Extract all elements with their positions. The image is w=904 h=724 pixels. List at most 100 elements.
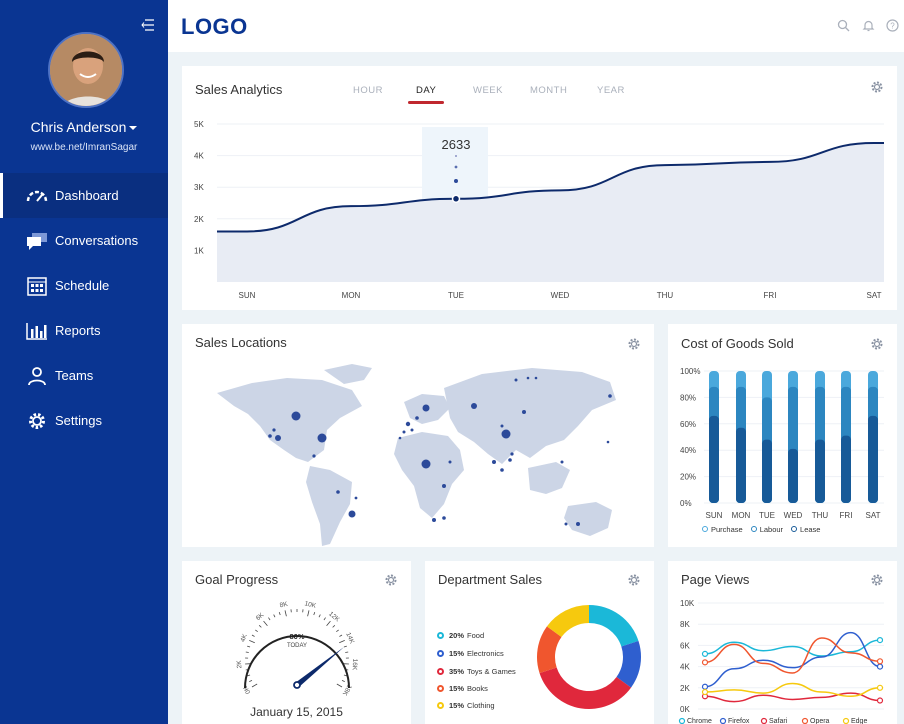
gauge-arc <box>244 635 350 689</box>
chart-legend: Purchase Labour Lease <box>702 525 820 534</box>
gauge-scale-label: 6K <box>255 611 266 622</box>
line-endpoint <box>876 684 884 691</box>
donut-slice-clothing[interactable] <box>546 605 589 638</box>
legend-item-lease: Lease <box>791 525 820 534</box>
legend-label: Edge <box>851 718 867 724</box>
bar-lease[interactable] <box>815 439 825 503</box>
bar-lease[interactable] <box>762 439 772 503</box>
gauge-tick <box>268 617 271 621</box>
collapse-menu-icon[interactable] <box>141 18 155 32</box>
tab-month[interactable]: MONTH <box>530 85 568 96</box>
bar-lease[interactable] <box>868 415 878 503</box>
gear-icon[interactable] <box>870 337 884 351</box>
gauge-sub-label: TODAY <box>287 643 307 649</box>
gauge-tick <box>336 683 343 688</box>
sidebar-item-teams[interactable]: Teams <box>0 353 168 398</box>
bar-lease[interactable] <box>709 415 719 503</box>
sidebar-item-reports[interactable]: Reports <box>0 308 168 353</box>
gauge-tick <box>307 610 310 617</box>
legend-pct: 15% <box>449 701 465 710</box>
gauge-tick <box>341 680 345 682</box>
gear-icon[interactable] <box>627 337 641 351</box>
legend-label: Toys & Games <box>467 667 516 676</box>
speedometer-icon <box>26 185 48 207</box>
gauge-tick <box>345 651 349 653</box>
bar-lease[interactable] <box>788 448 798 503</box>
sidebar-item-label: Settings <box>55 413 102 428</box>
sidebar-item-dashboard[interactable]: Dashboard <box>0 173 168 218</box>
gauge-tick <box>245 651 249 653</box>
gauge-tick <box>284 610 287 617</box>
donut-slice-books[interactable] <box>537 626 562 674</box>
bar-chart-icon <box>26 320 48 342</box>
tooltip-value: 2633 <box>442 137 471 152</box>
x-tick-label: MON <box>342 291 361 300</box>
y-tick-label: 1K <box>194 246 204 255</box>
sidebar-item-label: Reports <box>55 323 101 338</box>
sidebar-item-conversations[interactable]: Conversations <box>0 218 168 263</box>
line-chrome[interactable] <box>704 639 881 657</box>
legend-pct: 15% <box>449 684 465 693</box>
y-tick-label: 20% <box>680 473 696 482</box>
y-tick-label: 10K <box>680 599 695 608</box>
tab-week[interactable]: WEEK <box>473 85 503 96</box>
legend-label: Purchase <box>711 525 743 534</box>
legend-item-labour: Labour <box>750 525 783 534</box>
line-endpoint <box>876 636 884 644</box>
line-opera[interactable] <box>704 637 881 674</box>
gear-icon[interactable] <box>870 80 884 94</box>
bell-icon[interactable] <box>862 19 875 32</box>
gauge-pivot <box>293 681 301 689</box>
sidebar-item-settings[interactable]: Settings <box>0 398 168 443</box>
legend-swatch <box>760 717 768 724</box>
department-donut-chart <box>537 605 641 709</box>
bar-lease[interactable] <box>841 435 851 503</box>
x-tick-label: TUE <box>448 291 464 300</box>
tab-year[interactable]: YEAR <box>597 85 625 96</box>
tooltip-dot <box>454 165 458 169</box>
gauge-tick <box>339 634 343 637</box>
y-tick-label: 2K <box>680 684 690 693</box>
world-map[interactable] <box>212 358 632 548</box>
gear-icon[interactable] <box>384 573 398 587</box>
gauge-tick <box>343 645 347 648</box>
legend-swatch <box>842 717 850 724</box>
legend-item-electronics: 15% Electronics <box>437 649 504 658</box>
user-name: Chris Anderson <box>30 119 127 135</box>
gauge-tick <box>249 640 255 644</box>
gear-icon[interactable] <box>627 573 641 587</box>
gear-icon[interactable] <box>870 573 884 587</box>
donut-slice-electronics[interactable] <box>616 640 641 688</box>
gauge-tick <box>255 629 258 633</box>
y-tick-label: 8K <box>680 620 690 629</box>
legend-swatch <box>801 717 809 724</box>
user-url[interactable]: www.be.net/ImranSagar <box>30 142 138 153</box>
tooltip-dot <box>455 155 457 157</box>
sidebar-item-schedule[interactable]: Schedule <box>0 263 168 308</box>
legend-label: Electronics <box>467 649 504 658</box>
gauge-needle <box>295 647 344 687</box>
search-icon[interactable] <box>837 19 850 32</box>
y-tick-label: 100% <box>680 367 700 376</box>
legend-item-food: 20% Food <box>437 631 484 640</box>
logo[interactable]: LOGO <box>181 14 248 39</box>
highlighted-data-point[interactable] <box>451 194 461 204</box>
tab-hour[interactable]: HOUR <box>353 85 383 96</box>
avatar[interactable] <box>48 32 124 108</box>
line-endpoint <box>701 659 709 666</box>
tab-day[interactable]: DAY <box>416 85 437 96</box>
line-endpoint <box>876 658 884 665</box>
line-edge[interactable] <box>704 682 881 698</box>
cost-of-goods-card: Cost of Goods Sold 100% 80% 60% 40% 20% 0% SUN… <box>668 324 897 547</box>
donut-slice-food[interactable] <box>589 605 639 647</box>
help-icon[interactable]: ? <box>886 19 899 32</box>
donut-slice-toys-games[interactable] <box>539 667 632 709</box>
gauge-tick <box>247 674 251 677</box>
bar-lease[interactable] <box>736 427 746 503</box>
line-safari[interactable] <box>704 692 881 703</box>
user-name-dropdown[interactable]: Chris Anderson <box>0 119 168 135</box>
y-tick-label: 40% <box>680 446 696 455</box>
sales-line <box>217 141 884 233</box>
line-firefox[interactable] <box>704 631 881 688</box>
legend-item-purchase: Purchase <box>702 525 743 534</box>
